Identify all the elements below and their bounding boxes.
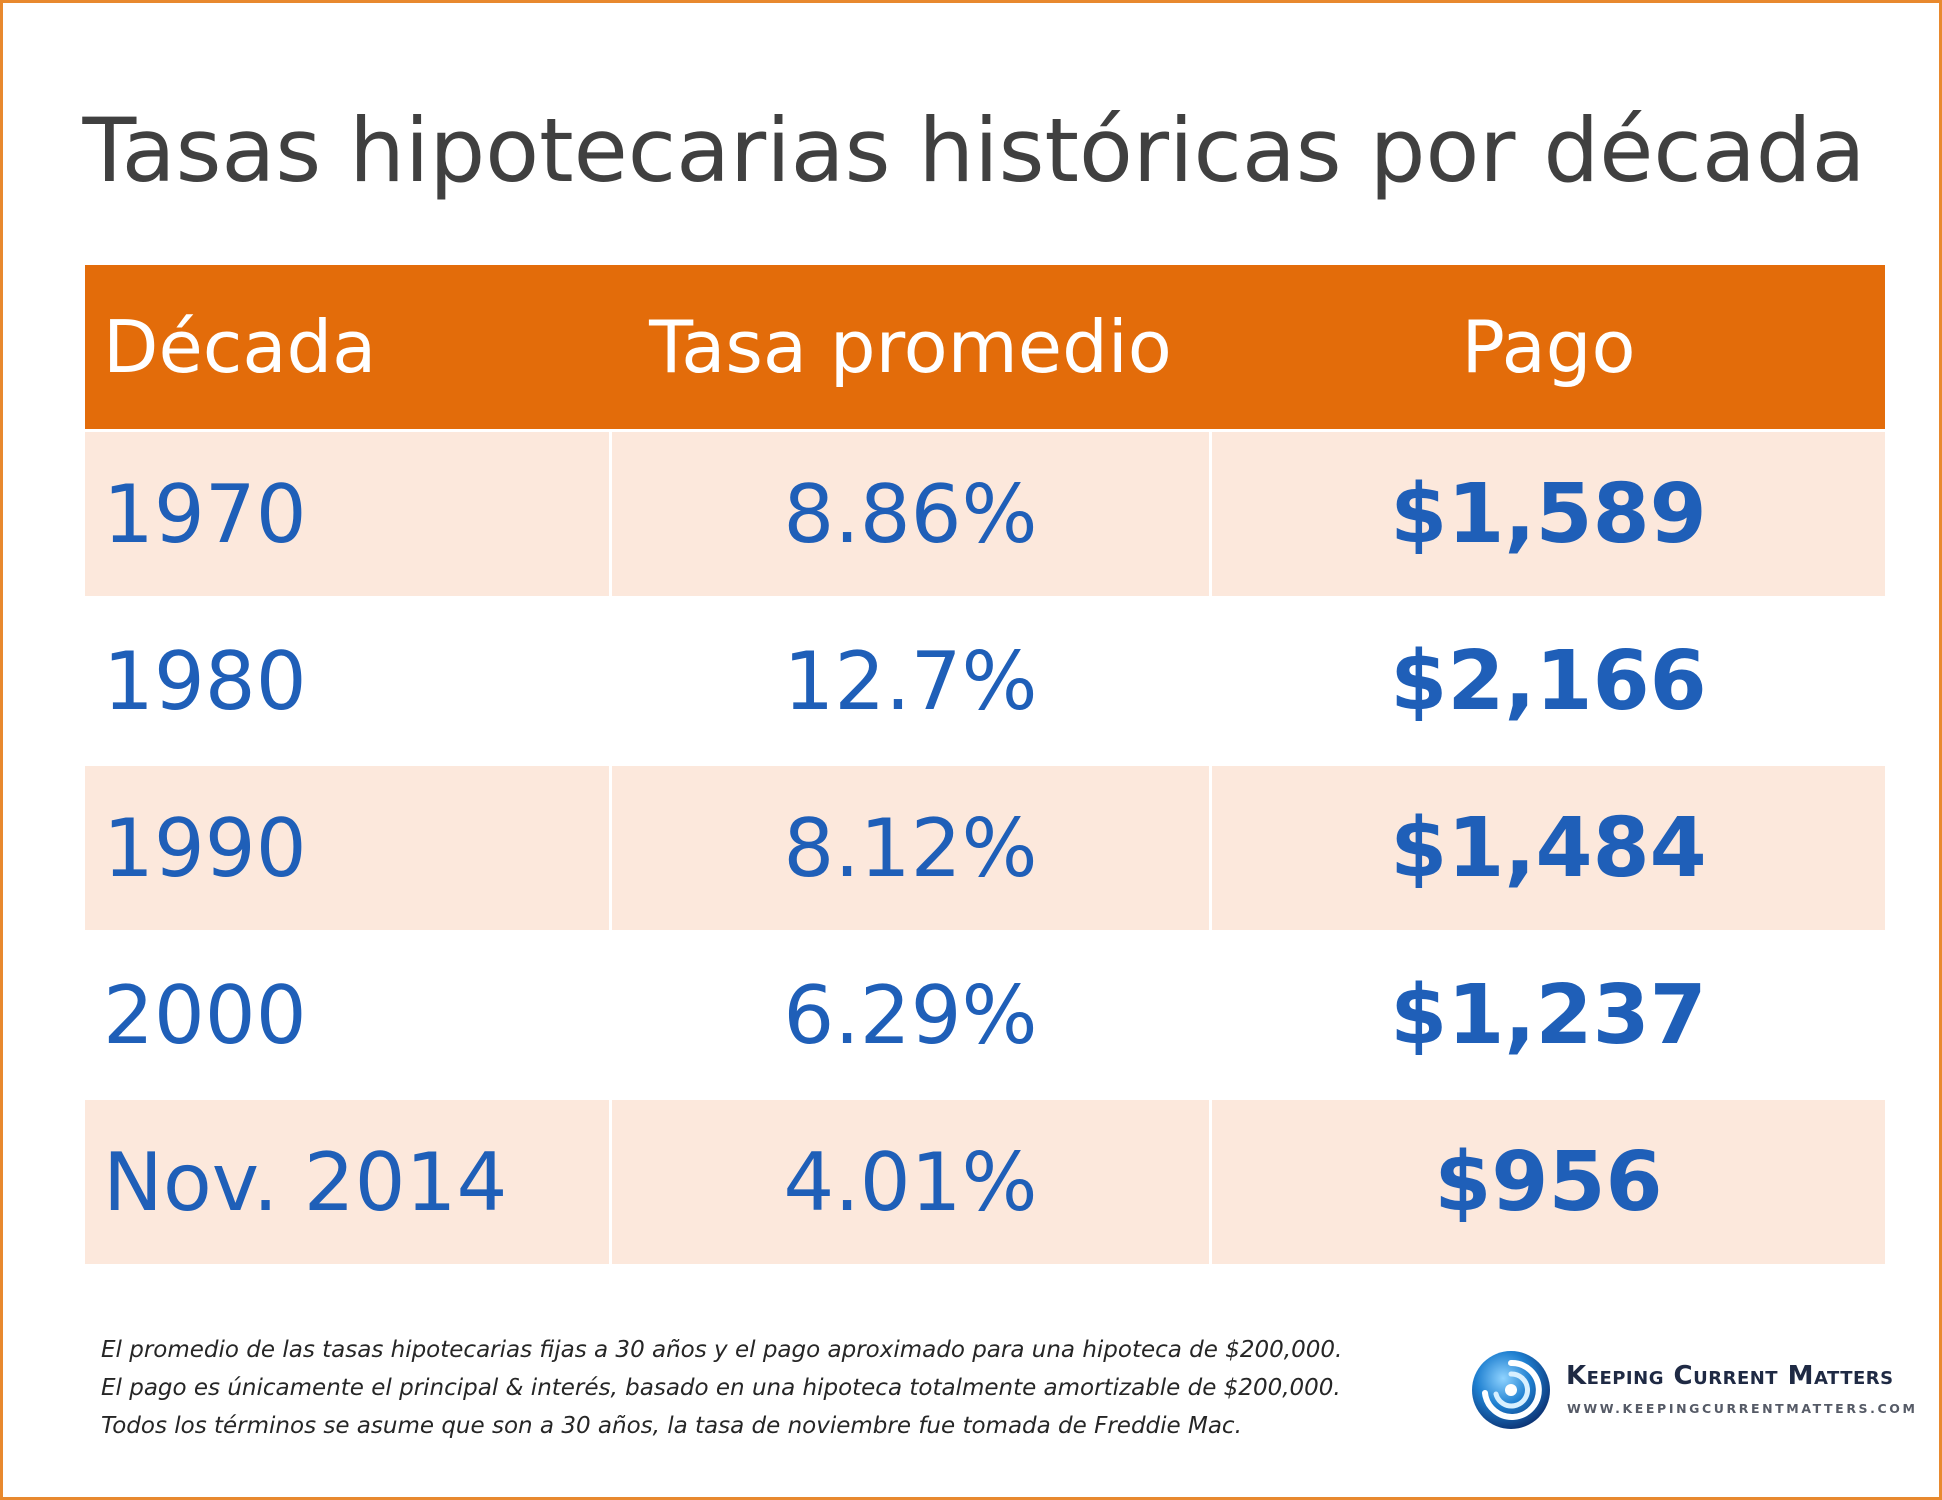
payment-cell: $1,589 [1212,432,1885,596]
decade-cell: 1970 [85,432,609,596]
table-header-row: Década Tasa promedio Pago [85,265,1885,429]
payment-cell: $2,166 [1212,599,1885,763]
page-title: Tasas hipotecarias históricas por década [82,99,1866,202]
table-row: Nov. 2014 4.01% $956 [85,1100,1885,1264]
footnote-line: El pago es únicamente el principal & int… [101,1375,1341,1401]
rates-table: Década Tasa promedio Pago 1970 8.86% $1,… [85,265,1885,1267]
payment-cell: $1,237 [1212,933,1885,1097]
rate-cell: 12.7% [612,599,1209,763]
header-payment: Pago [1212,265,1885,429]
logo-name: Keeping Current Matters [1566,1361,1894,1391]
decade-cell: 1980 [85,599,609,763]
table-row: 2000 6.29% $1,237 [85,933,1885,1097]
rate-cell: 8.12% [612,766,1209,930]
decade-cell: 2000 [85,933,609,1097]
footnotes: El promedio de las tasas hipotecarias fi… [101,1331,1342,1445]
footnote-line: El promedio de las tasas hipotecarias fi… [101,1337,1343,1363]
payment-cell: $1,484 [1212,766,1885,930]
payment-cell: $956 [1212,1100,1885,1264]
kcm-logo: Keeping Current Matters WWW.KEEPINGCURRE… [1470,1349,1915,1433]
header-decade: Década [85,265,609,429]
decade-cell: Nov. 2014 [85,1100,609,1264]
rate-cell: 6.29% [612,933,1209,1097]
table-row: 1980 12.7% $2,166 [85,599,1885,763]
rate-cell: 8.86% [612,432,1209,596]
header-rate: Tasa promedio [612,265,1209,429]
decade-cell: 1990 [85,766,609,930]
rate-cell: 4.01% [612,1100,1209,1264]
logo-url: WWW.KEEPINGCURRENTMATTERS.COM [1567,1401,1918,1416]
table-row: 1970 8.86% $1,589 [85,432,1885,596]
swirl-logo-icon [1472,1351,1550,1429]
footnote-line: Todos los términos se asume que son a 30… [101,1413,1242,1439]
table-row: 1990 8.12% $1,484 [85,766,1885,930]
